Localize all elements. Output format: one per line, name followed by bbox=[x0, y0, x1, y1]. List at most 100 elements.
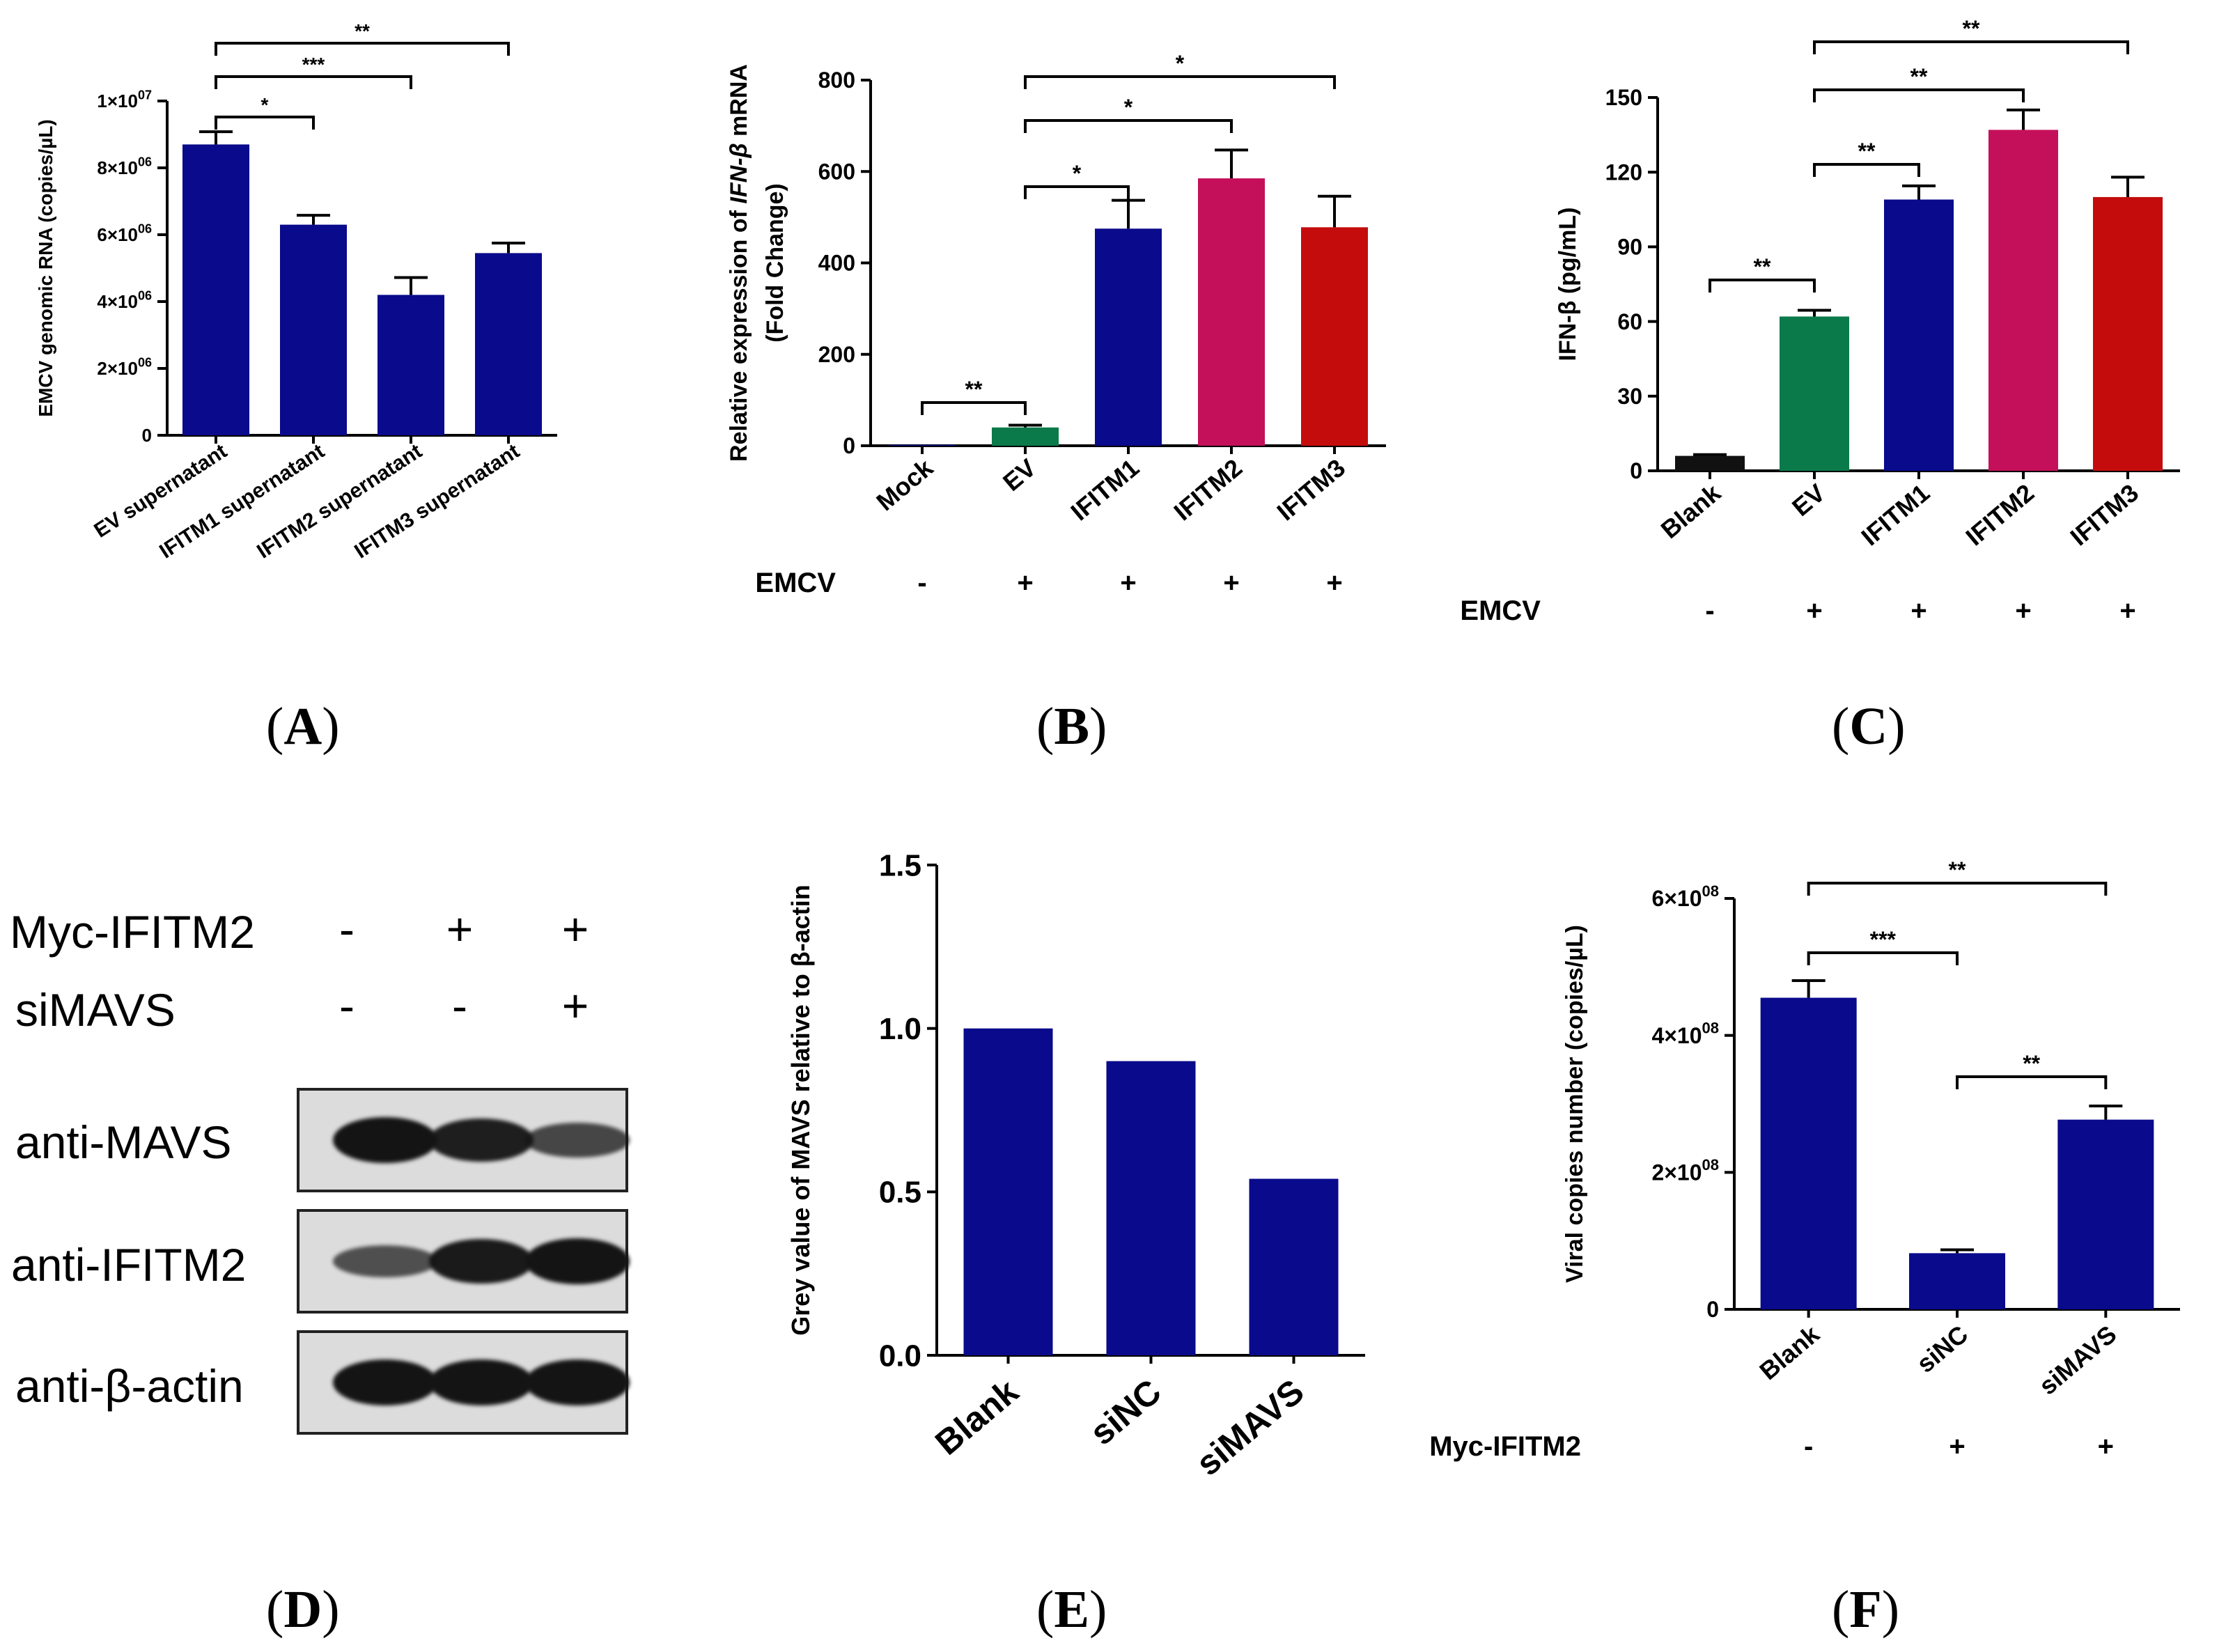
chart-panel-c: 0 30 60 90 120 150 IFN-β (pg/mL) Blank EV IFITM1 I… bbox=[1460, 16, 2180, 626]
y-tick-label: 0.5 bbox=[879, 1176, 921, 1210]
significance-bracket bbox=[215, 42, 510, 56]
y-tick-label: 1.5 bbox=[879, 848, 921, 882]
bar-sinc bbox=[1106, 1061, 1196, 1355]
y-tick-label: 150 bbox=[1605, 85, 1642, 110]
x-tick-label: IFITM2 bbox=[1168, 453, 1247, 527]
y-axis-label-line2: (Fold Change) bbox=[762, 183, 788, 343]
y-tick-label: 200 bbox=[818, 342, 855, 367]
significance-label: ** bbox=[1754, 254, 1771, 279]
blot-sign: - bbox=[452, 980, 467, 1031]
y-tick-label: 2×1006 bbox=[97, 355, 152, 379]
blot-lane-box-ifitm2 bbox=[297, 1209, 630, 1314]
y-axis-label: EMCV genomic RNA (copies/µL) bbox=[35, 119, 56, 416]
y-tick-label: 1.0 bbox=[879, 1012, 921, 1046]
panel-label-f: (F) bbox=[1832, 1580, 1900, 1639]
bar-simavs bbox=[2057, 1119, 2154, 1309]
blot-antibody-label: anti-MAVS bbox=[15, 1116, 232, 1168]
significance-bracket bbox=[1813, 163, 1920, 177]
band-mavs-2 bbox=[429, 1118, 534, 1162]
panel-label-b: (B) bbox=[1036, 697, 1107, 756]
chart-panel-b: 0 200 400 600 800 Relative expression of IFN-… bbox=[726, 51, 1386, 598]
bar-ifitm1 bbox=[1095, 228, 1162, 446]
band-mavs-3 bbox=[525, 1123, 630, 1158]
treatment-label: Myc-IFITM2 bbox=[1429, 1431, 1581, 1462]
y-tick-label: 1×1007 bbox=[97, 88, 152, 111]
significance-label: ** bbox=[2023, 1051, 2040, 1076]
bar-ev bbox=[992, 427, 1059, 446]
x-tick-label: siNC bbox=[1911, 1320, 1973, 1378]
significance-label: ** bbox=[1858, 139, 1876, 164]
significance-label: *** bbox=[1870, 927, 1897, 952]
treatment-sign: + bbox=[1017, 568, 1033, 598]
y-tick-label: 6×1008 bbox=[1651, 882, 1719, 911]
band-actin-3 bbox=[525, 1359, 630, 1405]
bar-sinc bbox=[1909, 1253, 2005, 1309]
band-ifitm2-3 bbox=[525, 1238, 630, 1284]
y-tick-label: 30 bbox=[1617, 384, 1642, 409]
significance-bracket bbox=[1813, 88, 2025, 102]
blot-sign: + bbox=[561, 903, 589, 955]
treatment-sign: + bbox=[1949, 1431, 1965, 1462]
x-tick-label: IFITM3 bbox=[2064, 478, 2144, 552]
bar-ev-supernatant bbox=[182, 144, 249, 435]
y-tick-label: 800 bbox=[818, 68, 855, 93]
bar-ifitm3 bbox=[1301, 227, 1368, 446]
significance-label: ** bbox=[1963, 16, 1980, 41]
y-axis-label: IFN-β (pg/mL) bbox=[1555, 208, 1581, 361]
y-tick-label: 4×1006 bbox=[97, 288, 152, 312]
significance-label: ** bbox=[1910, 64, 1928, 89]
band-actin-2 bbox=[429, 1359, 534, 1405]
y-tick-label: 90 bbox=[1617, 235, 1642, 260]
significance-label: * bbox=[1073, 161, 1082, 186]
significance-bracket bbox=[215, 75, 412, 89]
panel-label-d: (D) bbox=[266, 1580, 340, 1639]
bar-ifitm2 bbox=[1198, 178, 1265, 446]
x-tick-label: siMAVS bbox=[1189, 1372, 1312, 1483]
y-tick-label: 120 bbox=[1605, 159, 1642, 185]
bar-mock bbox=[889, 444, 956, 446]
x-tick-label: IFITM1 bbox=[1065, 453, 1144, 527]
x-tick-label: siMAVS bbox=[2033, 1320, 2122, 1401]
y-tick-label: 0 bbox=[1630, 458, 1642, 483]
treatment-sign: + bbox=[2098, 1431, 2114, 1462]
x-tick-label: Mock bbox=[871, 453, 939, 516]
significance-label: ** bbox=[1949, 857, 1966, 882]
bar-simavs bbox=[1249, 1178, 1339, 1355]
x-tick-label: IFITM3 supernatant bbox=[350, 439, 524, 563]
y-tick-label: 0 bbox=[843, 433, 855, 458]
bar-blank bbox=[963, 1028, 1053, 1355]
y-tick-label: 6×1006 bbox=[97, 221, 152, 245]
x-tick-label: IFITM2 bbox=[1960, 478, 2039, 552]
bar-blank bbox=[1760, 997, 1857, 1309]
significance-bracket bbox=[1024, 185, 1130, 199]
treatment-sign: - bbox=[917, 568, 926, 598]
blot-sign: + bbox=[446, 903, 474, 955]
blot-lane-box-mavs bbox=[297, 1088, 630, 1192]
western-blot-panel: Myc-IFITM2 - + + siMAVS - - + anti-MAVS … bbox=[0, 857, 696, 1483]
treatment-label: EMCV bbox=[1460, 595, 1541, 626]
x-tick-label: Blank bbox=[928, 1371, 1025, 1463]
x-tick-label: Blank bbox=[1754, 1319, 1825, 1385]
y-axis-label: Grey value of MAVS relative to β-actin bbox=[786, 885, 815, 1336]
treatment-sign: - bbox=[1705, 595, 1714, 626]
significance-label: * bbox=[1124, 95, 1133, 120]
treatment-sign: + bbox=[1223, 568, 1239, 598]
chart-panel-a: 0 2×1006 4×1006 6×1006 8×1006 1×1007 EMCV geno… bbox=[35, 20, 557, 563]
treatment-sign: + bbox=[1806, 595, 1822, 626]
significance-label: *** bbox=[302, 54, 325, 75]
y-tick-label: 2×1008 bbox=[1651, 1156, 1719, 1185]
bar-ifitm1 bbox=[1884, 199, 1954, 471]
bar-ifitm2 bbox=[1988, 130, 2058, 471]
bar-ifitm3 bbox=[2093, 196, 2163, 471]
significance-bracket bbox=[1024, 75, 1336, 89]
blot-sign: - bbox=[339, 980, 355, 1031]
significance-bracket bbox=[1813, 40, 2129, 54]
y-tick-label: 8×1006 bbox=[97, 155, 152, 178]
treatment-sign: + bbox=[1910, 595, 1927, 626]
treatment-label: EMCV bbox=[755, 568, 836, 598]
blot-antibody-label: anti-β-actin bbox=[15, 1360, 244, 1412]
x-tick-label: EV bbox=[997, 453, 1041, 497]
blot-antibody-label: anti-IFITM2 bbox=[11, 1239, 247, 1291]
treatment-sign: + bbox=[2015, 595, 2031, 626]
band-mavs-1 bbox=[333, 1117, 437, 1163]
